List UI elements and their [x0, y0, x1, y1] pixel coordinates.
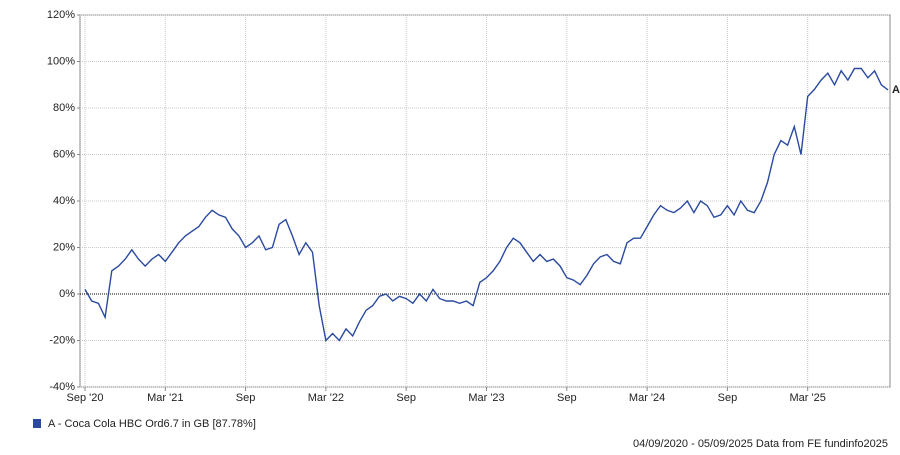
x-tick-label: Sep '20	[67, 392, 104, 404]
x-tick-label: Mar '25	[790, 392, 826, 404]
y-tick-label: 0%	[59, 288, 75, 300]
y-tick-label: 60%	[53, 148, 75, 160]
y-tick-label: -40%	[49, 381, 75, 393]
series-line	[84, 67, 889, 342]
y-tick-label: 20%	[53, 241, 75, 253]
end-label: A	[892, 84, 900, 96]
x-tick-label: Sep	[718, 392, 738, 404]
legend-label: A - Coca Cola HBC Ord6.7 in GB [87.78%]	[48, 418, 256, 430]
x-tick-label: Sep	[236, 392, 256, 404]
x-tick-label: Mar '24	[629, 392, 665, 404]
x-tick-label: Mar '21	[147, 392, 183, 404]
legend-swatch	[33, 419, 41, 428]
y-tick-label: -20%	[49, 334, 75, 346]
x-tick-label: Sep	[557, 392, 577, 404]
x-tick-label: Sep	[396, 392, 416, 404]
y-tick-label: 40%	[53, 195, 75, 207]
y-tick-label: 100%	[47, 55, 75, 67]
x-tick-label: Mar '23	[468, 392, 504, 404]
y-tick-label: 80%	[53, 102, 75, 114]
x-tick-label: Mar '22	[308, 392, 344, 404]
footer: 04/09/2020 - 05/09/2025 Data from FE fun…	[633, 438, 888, 450]
y-tick-label: 120%	[47, 9, 75, 21]
